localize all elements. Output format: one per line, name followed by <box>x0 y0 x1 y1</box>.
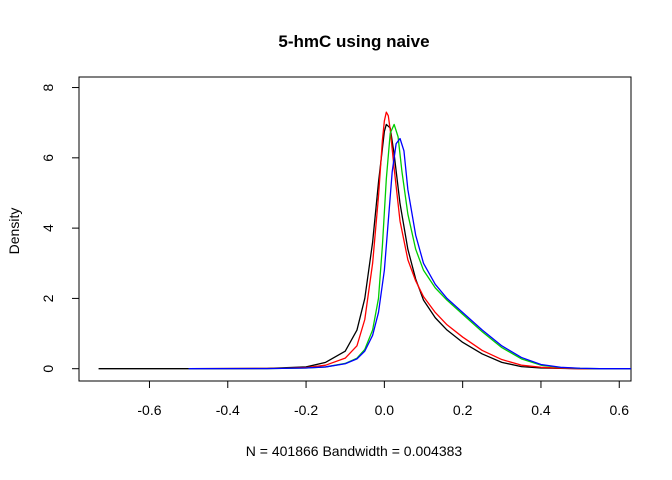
x-tick-label: 0.0 <box>375 402 395 418</box>
y-tick-label: 2 <box>40 294 56 302</box>
density-line-2 <box>188 111 631 370</box>
y-tick-label: 0 <box>40 365 56 373</box>
plot-frame <box>78 76 632 382</box>
density-line-3 <box>188 123 631 370</box>
x-tick-label: -0.2 <box>294 402 318 418</box>
axes: -0.6 -0.4 -0.2 0.0 0.2 0.4 0.6 0 2 4 6 8 <box>40 83 629 418</box>
density-line-4 <box>188 137 631 370</box>
y-tick-label: 4 <box>40 224 56 232</box>
series-lines <box>98 111 631 370</box>
density-line-1 <box>98 123 631 370</box>
x-tick-label: 0.6 <box>610 402 630 418</box>
x-axis-label: N = 401866 Bandwidth = 0.004383 <box>246 443 463 459</box>
y-tick-label: 8 <box>40 83 56 91</box>
x-tick-label: 0.4 <box>531 402 551 418</box>
x-tick-label: 0.2 <box>453 402 473 418</box>
y-tick-label: 6 <box>40 154 56 162</box>
x-tick-label: -0.4 <box>216 402 240 418</box>
chart-title: 5-hmC using naive <box>278 32 429 51</box>
y-axis-label: Density <box>6 208 22 255</box>
x-tick-label: -0.6 <box>137 402 161 418</box>
